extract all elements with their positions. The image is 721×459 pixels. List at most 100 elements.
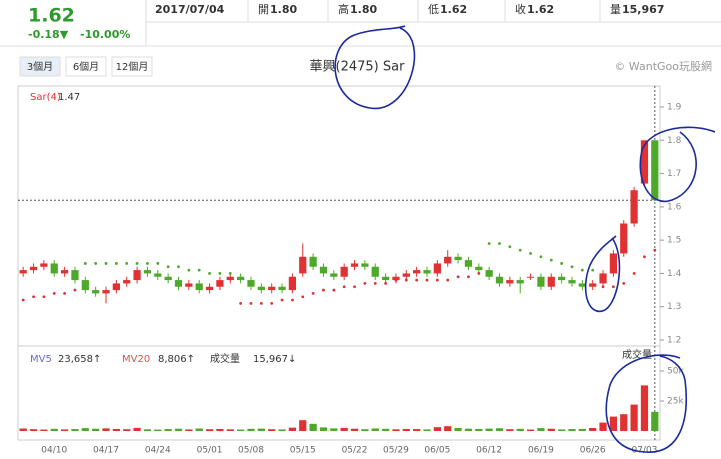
volume-bar: [102, 428, 110, 431]
tab-label[interactable]: 12個月: [116, 60, 149, 73]
sar-dot: [446, 278, 450, 282]
annotations: [334, 25, 716, 453]
sar-dot: [63, 292, 66, 295]
volume-bar: [205, 429, 214, 431]
y-tick-label: 1.2: [667, 336, 681, 346]
quote-label: 低: [428, 3, 439, 16]
candle-body: [526, 276, 535, 278]
volume-bar: [423, 429, 431, 431]
x-tick-label: 05/29: [383, 446, 409, 456]
volume-bar: [589, 428, 597, 431]
sar-dot: [601, 285, 605, 289]
tab[interactable]: [19, 56, 61, 77]
annotation-circle: [605, 354, 687, 453]
sar-dot: [529, 252, 532, 255]
legend-value: 15,967↓: [253, 354, 296, 365]
watermark: © WantGoo玩股網: [614, 59, 712, 73]
candle-body: [350, 263, 359, 267]
sar-dot: [104, 262, 108, 265]
volume-bar: [133, 427, 141, 431]
volume-bar: [506, 429, 514, 431]
x-tick-label: 04/10: [41, 446, 67, 456]
sar-dot: [146, 262, 149, 265]
change: -0.18▼: [28, 28, 69, 41]
candle-body: [226, 276, 234, 281]
candle-body: [257, 286, 265, 291]
volume-bar: [154, 429, 162, 431]
sar-dot: [301, 295, 305, 299]
sar-dot: [518, 248, 522, 252]
x-tick-label: 05/22: [342, 446, 368, 456]
sar-dot: [270, 301, 274, 305]
volume-bar: [475, 428, 483, 431]
y-tick-label: 1.4: [667, 269, 682, 279]
candle-body: [143, 270, 152, 274]
volume-bar: [299, 420, 307, 431]
candle-body: [237, 276, 245, 281]
legend-name: 成交量: [210, 352, 240, 365]
candle-body: [247, 280, 255, 287]
volume-bar: [433, 427, 441, 431]
volume-bar: [29, 429, 38, 431]
volume-bar: [60, 429, 69, 431]
sar-dot: [187, 268, 191, 272]
sar-dot: [353, 285, 356, 289]
sar-dot: [435, 278, 439, 282]
volume-bar: [226, 429, 234, 431]
sar-dot: [94, 262, 98, 265]
tab-label[interactable]: 3個月: [27, 60, 53, 73]
tab[interactable]: [111, 56, 153, 77]
sar-dot: [560, 262, 564, 265]
volume-bar: [464, 428, 473, 431]
quote-label: 開: [258, 3, 269, 16]
candle-body: [60, 270, 69, 274]
candle-body: [195, 283, 203, 291]
y-tick-label: 1.8: [667, 136, 682, 146]
legend-name: MV5: [30, 354, 52, 365]
legend-name: MV20: [122, 354, 150, 365]
candle-body: [29, 266, 38, 271]
x-tick-label: 06/05: [424, 446, 450, 456]
y-tick-label: 1.7: [667, 169, 681, 179]
sar-dot: [591, 268, 595, 272]
candle-body: [185, 283, 193, 287]
volume-bar: [402, 428, 410, 431]
quote-label: 收: [515, 2, 526, 16]
change-pct: -10.00%: [80, 28, 130, 41]
sar-dot: [249, 301, 253, 305]
candle-body: [81, 280, 89, 291]
candle-body: [464, 260, 473, 267]
sar-dot: [42, 295, 46, 299]
sar-dot: [363, 282, 367, 285]
volume-bar: [92, 428, 100, 431]
candle-body: [651, 140, 659, 201]
volume-bar: [164, 429, 172, 431]
tab-label[interactable]: 6個月: [73, 60, 99, 73]
volume-bar: [123, 429, 131, 431]
annotation-circle: [334, 25, 416, 110]
candle-body: [319, 266, 328, 274]
candle-body: [340, 266, 348, 277]
candle-body: [133, 270, 141, 281]
y-tick-label: 1.6: [667, 202, 682, 212]
sar-dot: [166, 265, 170, 269]
x-tick-label: 04/24: [145, 446, 171, 456]
tab[interactable]: [65, 56, 107, 77]
candle-body: [361, 263, 369, 267]
sar-dot: [477, 272, 481, 275]
sar-dot: [228, 272, 232, 275]
sar-dot: [622, 282, 626, 285]
x-tick-label: 04/17: [93, 446, 119, 456]
candle-body: [578, 283, 586, 287]
candle-body: [205, 286, 214, 291]
candle-body: [278, 286, 286, 291]
sar-dot: [456, 275, 460, 279]
volume-bar: [444, 426, 452, 431]
sar-dot: [487, 242, 491, 245]
candle-body: [268, 286, 276, 291]
x-tick-label: 05/01: [197, 446, 223, 456]
sar-dot: [135, 262, 139, 265]
x-tick-label: 05/15: [290, 446, 316, 456]
sar-dot: [280, 298, 284, 302]
volume-bar: [268, 429, 276, 431]
